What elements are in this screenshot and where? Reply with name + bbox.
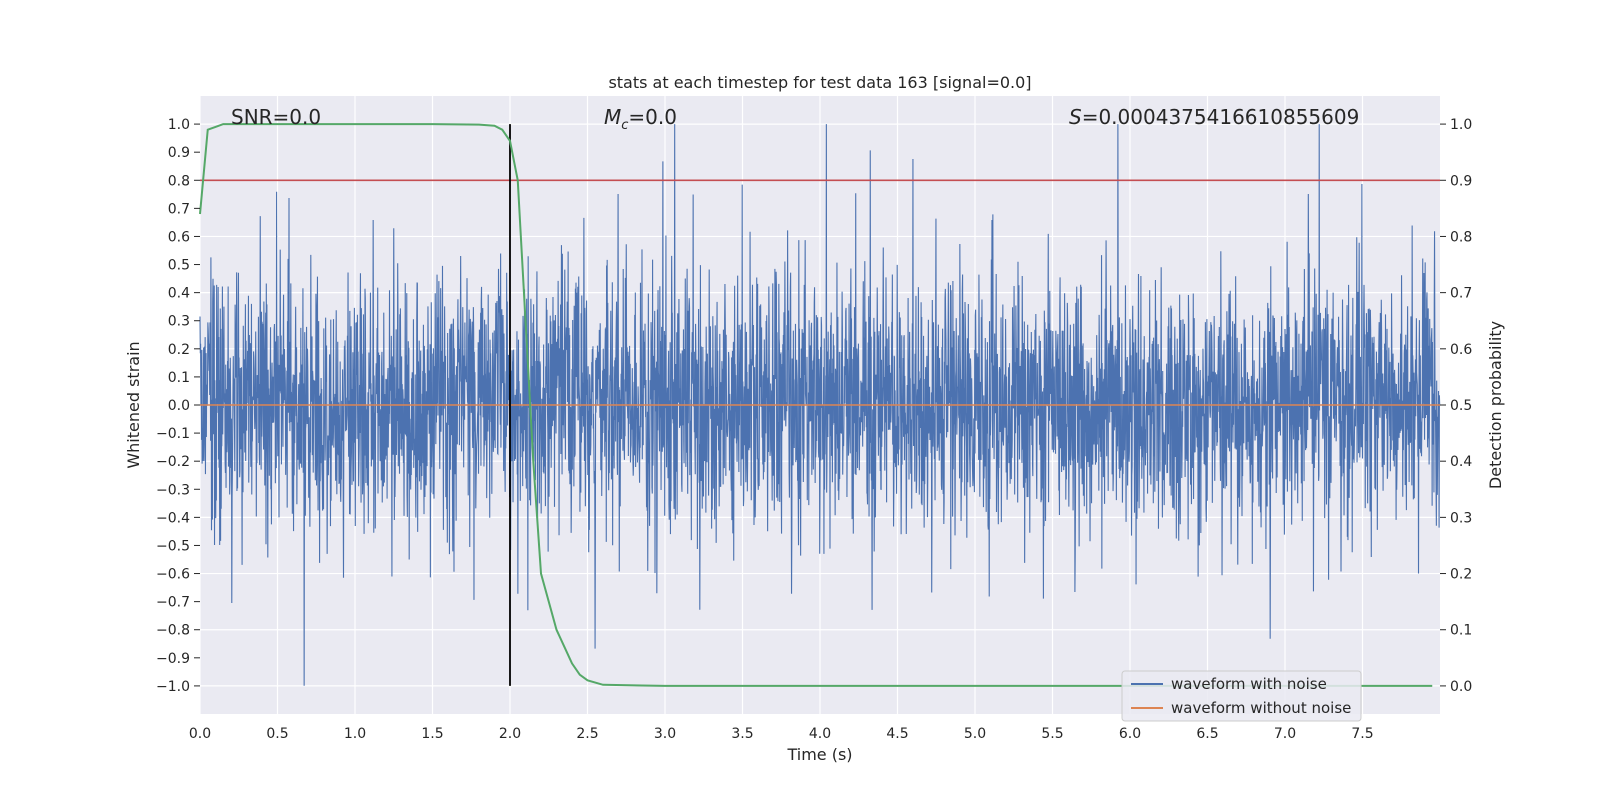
chirp-mass-subscript: c <box>621 118 628 133</box>
x-tick-label: 1.0 <box>344 726 366 742</box>
statistic-value: =0.0004375416610855609 <box>1082 105 1360 129</box>
legend-box <box>1121 670 1362 722</box>
y-left-tick-label: −0.8 <box>156 623 190 639</box>
y-right-tick-label: 0.3 <box>1450 510 1472 526</box>
y-left-tick-label: −0.7 <box>156 595 190 611</box>
y-left-tick-label: 0.2 <box>168 342 190 358</box>
y-left-tick-label: −0.2 <box>156 454 190 470</box>
chart-title: stats at each timestep for test data 163… <box>608 73 1031 92</box>
y-right-tick-label: 0.7 <box>1450 286 1472 302</box>
x-tick-label: 2.5 <box>576 726 598 742</box>
chirp-mass-annotation: Mc=0.0 <box>604 105 677 133</box>
y-left-tick-label: −0.5 <box>156 538 190 554</box>
y-left-tick-label: 1.0 <box>168 117 190 133</box>
y-right-tick-label: 0.9 <box>1450 173 1472 189</box>
x-tick-label: 1.5 <box>421 726 443 742</box>
line-series-layer <box>199 123 1440 687</box>
x-tick-label: 0.0 <box>189 726 211 742</box>
y-left-tick-label: 0.8 <box>168 173 190 189</box>
y-left-tick-label: −0.9 <box>156 651 190 667</box>
y-right-tick-label: 0.0 <box>1450 679 1472 695</box>
y-left-tick-label: 0.3 <box>168 314 190 330</box>
y-left-tick-label: −0.6 <box>156 567 190 583</box>
snr-annotation: SNR=0.0 <box>231 105 321 129</box>
x-tick-label: 3.0 <box>654 726 676 742</box>
y-left-tick-label: 0.0 <box>168 398 190 414</box>
y-left-tick-label: 0.6 <box>168 229 190 245</box>
chirp-mass-value: =0.0 <box>628 105 677 129</box>
x-tick-label: 7.5 <box>1351 726 1373 742</box>
waveform-with-noise-line <box>199 124 1441 686</box>
y-right-tick-label: 0.8 <box>1450 229 1472 245</box>
legend-label-waveform-without-noise: waveform without noise <box>1171 699 1351 717</box>
y-left-tick-label: 0.5 <box>168 258 190 274</box>
legend-label-waveform-with-noise: waveform with noise <box>1171 675 1327 693</box>
y-left-tick-label: −0.3 <box>156 482 190 498</box>
y-left-tick-label: −0.1 <box>156 426 190 442</box>
y-left-tick-label: 0.7 <box>168 201 190 217</box>
x-tick-label: 5.5 <box>1041 726 1063 742</box>
y-axis-label-left: Whitened strain <box>124 341 143 468</box>
x-axis-label: Time (s) <box>786 745 852 764</box>
y-right-tick-label: 0.5 <box>1450 398 1472 414</box>
x-tick-label: 3.5 <box>731 726 753 742</box>
statistic-symbol: S <box>1069 105 1082 129</box>
y-left-tick-label: 0.4 <box>168 286 190 302</box>
tick-labels: 0.0 0.5 1.0 1.5 2.0 2.5 3.0 3.5 4.0 4.5 5.0 5.5 6.0 6… <box>156 117 1472 742</box>
chirp-mass-symbol: M <box>604 105 621 129</box>
y-right-tick-label: 0.4 <box>1450 454 1472 470</box>
x-tick-label: 4.0 <box>809 726 831 742</box>
x-tick-label: 6.5 <box>1196 726 1218 742</box>
x-tick-label: 0.5 <box>266 726 288 742</box>
y-right-tick-label: 0.2 <box>1450 567 1472 583</box>
y-right-tick-label: 0.1 <box>1450 623 1472 639</box>
x-tick-label: 6.0 <box>1119 726 1141 742</box>
y-left-tick-label: 0.1 <box>168 370 190 386</box>
x-tick-label: 2.0 <box>499 726 521 742</box>
detection-probability-line <box>199 123 1433 687</box>
x-tick-label: 7.0 <box>1274 726 1296 742</box>
legend: waveform with noise waveform without noi… <box>1121 670 1362 722</box>
y-left-tick-label: −0.4 <box>156 510 190 526</box>
waveform-with-noise-series <box>199 124 1441 686</box>
y-right-tick-label: 1.0 <box>1450 117 1472 133</box>
x-tick-label: 5.0 <box>964 726 986 742</box>
y-right-tick-label: 0.6 <box>1450 342 1472 358</box>
statistic-annotation: S=0.0004375416610855609 <box>1069 105 1359 129</box>
x-tick-label: 4.5 <box>886 726 908 742</box>
y-axis-label-right: Detection probability <box>1486 321 1505 489</box>
y-left-tick-label: 0.9 <box>168 145 190 161</box>
y-left-tick-label: −1.0 <box>156 679 190 695</box>
